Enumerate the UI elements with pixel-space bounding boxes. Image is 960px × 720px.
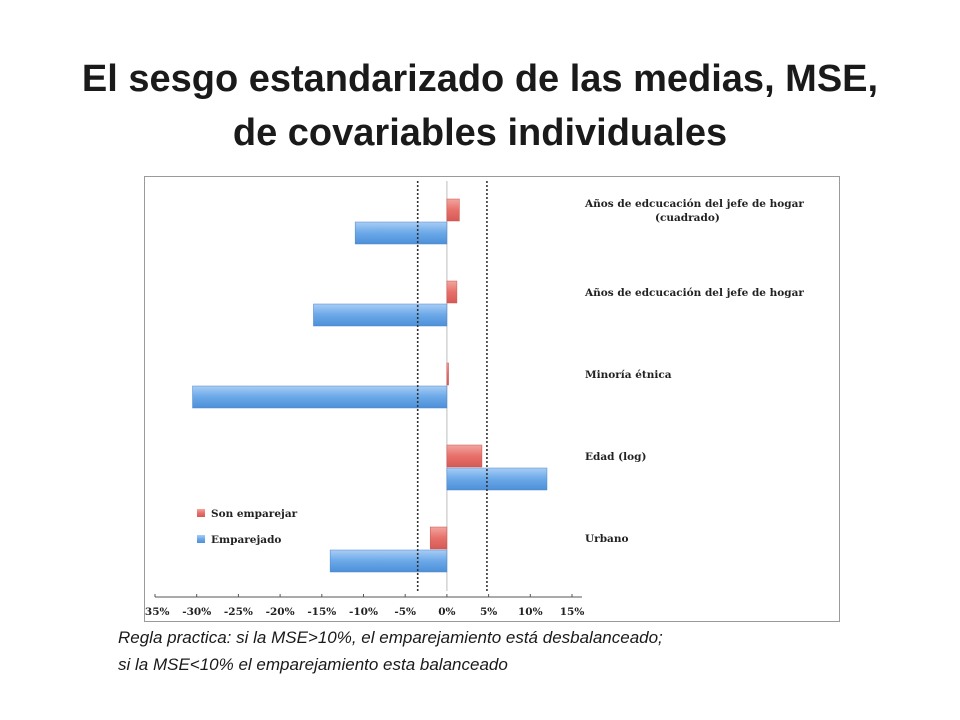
x-tick-label-5: -15% (307, 606, 336, 618)
legend-swatch-emparejado (197, 535, 205, 543)
bar-emparejado-1 (354, 221, 448, 245)
x-tick-label-3: -25% (224, 606, 253, 618)
category-label-4: Edad (log) (585, 451, 646, 463)
category-label-2: Años de edcucación del jefe de hogar (584, 287, 804, 299)
title-line-1: El sesgo estandarizado de las medias, MS… (81, 58, 879, 100)
x-tick-label-2: -30% (182, 606, 211, 618)
x-tick-label-9: 5% (480, 606, 497, 618)
bar-emparejado-2 (313, 303, 448, 327)
chart-frame: Años de edcucación del jefe de hogar (cua… (144, 176, 840, 622)
bar-emparejado-3 (192, 385, 448, 409)
x-tick-label-11: 15% (560, 606, 585, 618)
x-tick-label-8: 0% (438, 606, 455, 618)
category-label-1-line-2: (cuadrado) (655, 212, 720, 224)
title-line-2: de covariables individuales (232, 112, 728, 154)
bar-chart: Años de edcucación del jefe de hogar (cua… (145, 181, 804, 618)
bar-son-emparejar-2 (446, 280, 458, 304)
category-label-1-line-1: Años de edcucación del jefe de hogar (584, 198, 804, 210)
legend-swatch-son-emparejar (197, 509, 205, 517)
bar-son-emparejar-1 (446, 198, 460, 222)
legend-label-son-emparejar: Son emparejar (211, 508, 298, 520)
x-tick-label-7: -5% (394, 606, 416, 618)
rule-note-line-2: si la MSE<10% el emparejamiento esta bal… (118, 655, 508, 674)
rule-note-line-1: Regla practica: si la MSE>10%, el empare… (118, 628, 663, 647)
bar-son-emparejar-4 (446, 444, 483, 468)
x-tick-label-6: -10% (349, 606, 378, 618)
bar-emparejado-4 (446, 467, 548, 491)
slide-title: El sesgo estandarizado de las medias, MS… (0, 52, 960, 160)
x-tick-label-1: -35% (145, 606, 169, 618)
bar-son-emparejar-5 (429, 526, 448, 550)
category-label-5: Urbano (585, 533, 628, 545)
bar-emparejado-5 (329, 549, 448, 573)
x-tick-label-4: -20% (266, 606, 295, 618)
category-label-3: Minoría étnica (585, 369, 672, 381)
legend-label-emparejado: Emparejado (211, 534, 281, 546)
bar-son-emparejar-3 (446, 362, 449, 386)
x-tick-label-10: 10% (518, 606, 543, 618)
